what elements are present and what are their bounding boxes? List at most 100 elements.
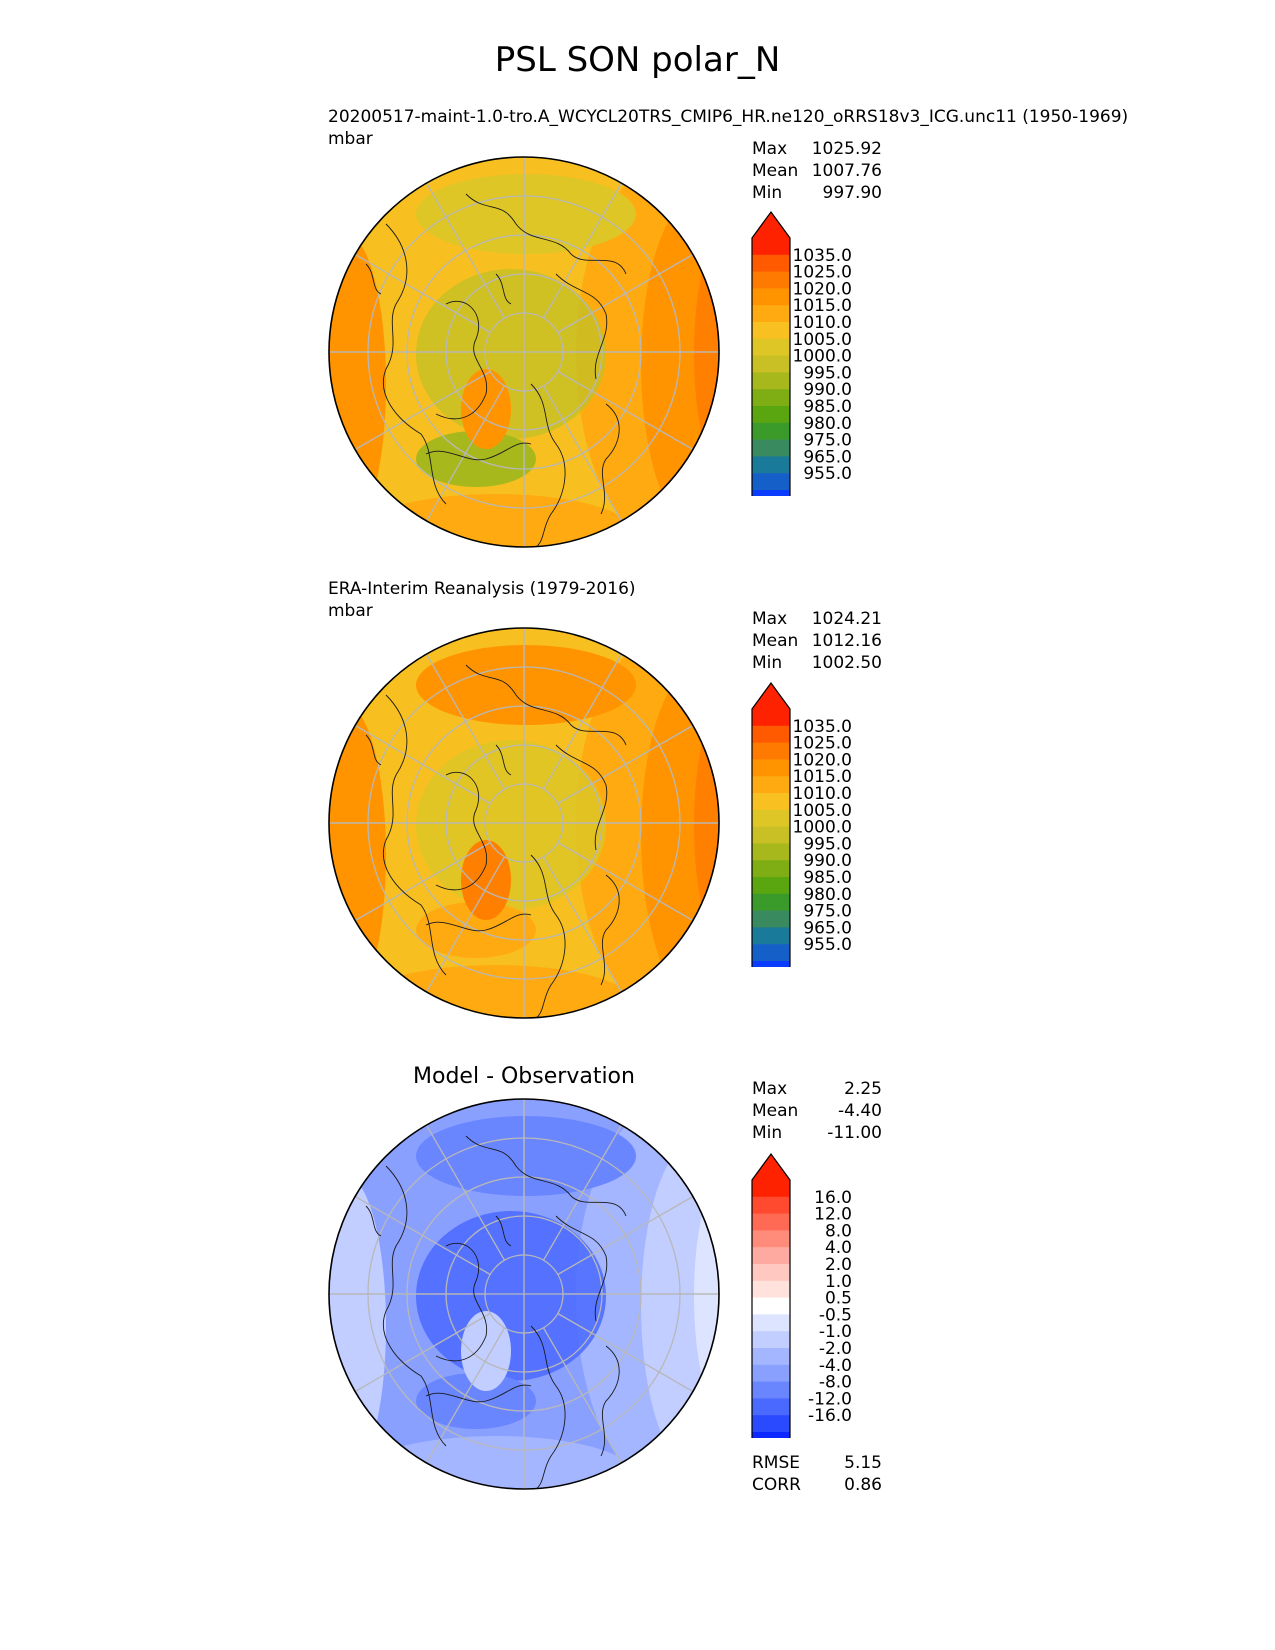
diff-min-value: -11.00	[827, 1123, 882, 1143]
colorbar-segment	[752, 793, 790, 811]
coastline	[495, 1215, 512, 1247]
colorbar-tick-label: -12.0	[808, 1389, 852, 1409]
field-region	[329, 1176, 386, 1476]
colorbar-tick-label: 1000.0	[793, 818, 852, 838]
colorbar-extend-max	[752, 212, 790, 238]
coastline	[435, 1243, 488, 1362]
coastline	[465, 193, 627, 275]
colorbar-segment	[752, 389, 790, 407]
colorbar-tick-label: 1035.0	[793, 717, 852, 737]
colorbar-tick-label: 1000.0	[793, 347, 852, 367]
colorbar-segment	[752, 1247, 790, 1265]
longitude-line	[557, 841, 694, 922]
stat-label: Min	[752, 653, 783, 673]
longitude-line	[557, 724, 694, 805]
colorbar-tick-label: 12.0	[814, 1205, 852, 1225]
colorbar-segment	[752, 1264, 790, 1282]
colorbar-tick-label: 985.0	[803, 868, 852, 888]
diff-title: Model - Observation	[413, 1064, 635, 1089]
coastline	[555, 273, 608, 380]
colorbar-tick-label: 1010.0	[793, 784, 852, 804]
colorbar-segment	[752, 826, 790, 844]
colorbar-segment	[752, 422, 790, 441]
colorbar-tick-label: 980.0	[803, 885, 852, 905]
colorbar-segment	[752, 1180, 790, 1198]
longitude-line	[425, 182, 506, 319]
model-stats: Max 1025.92 Mean 1007.76 Min 997.90	[752, 138, 882, 204]
colorbar-outline	[751, 210, 791, 496]
field-region	[356, 1436, 636, 1489]
colorbar-extend-max	[752, 683, 790, 709]
colorbar-segment	[752, 809, 790, 828]
stat-label: Max	[752, 139, 788, 159]
colorbar-segment	[752, 910, 790, 928]
map-boundary	[328, 1098, 720, 1490]
colorbar-tick-label: 975.0	[803, 431, 852, 451]
colorbar-segment	[752, 843, 790, 861]
colorbar-tick-label: 1020.0	[793, 750, 852, 770]
colorbar-tick-label: 1010.0	[793, 313, 852, 333]
colorbar-segment	[752, 473, 790, 491]
longitude-line	[425, 653, 506, 790]
colorbar-segment	[752, 338, 790, 357]
longitude-line	[425, 1124, 506, 1261]
colorbar-tick-label: 1015.0	[793, 296, 852, 316]
model-max-value: 1025.92	[811, 139, 882, 159]
coastline	[425, 442, 532, 461]
longitude-line	[542, 1327, 623, 1464]
longitude-line	[354, 370, 491, 451]
colorbar-segment	[752, 860, 790, 878]
obs-caption: ERA-Interim Reanalysis (1979-2016)	[328, 579, 636, 599]
longitude-line	[425, 856, 506, 993]
colorbar-segment	[752, 254, 790, 273]
longitude-line	[354, 724, 491, 805]
colorbar-segment	[752, 238, 790, 256]
colorbar-tick-label: 975.0	[803, 902, 852, 922]
coastline	[530, 1325, 566, 1489]
longitude-line	[557, 370, 694, 451]
coastline	[600, 874, 620, 986]
colorbar-segment	[752, 759, 790, 777]
figure-title: PSL SON polar_N	[494, 40, 781, 80]
coastline	[495, 744, 512, 776]
coastline	[365, 263, 382, 295]
colorbar-tick-label: 4.0	[825, 1238, 852, 1258]
coastline	[600, 1345, 620, 1457]
stat-label: Mean	[752, 161, 799, 181]
colorbar-segment	[752, 1331, 790, 1349]
colorbar-segment	[752, 1432, 790, 1438]
colorbar-tick-label: -4.0	[819, 1356, 852, 1376]
coastline	[435, 301, 488, 420]
stat-label: CORR	[752, 1475, 801, 1495]
model-mean-value: 1007.76	[811, 161, 882, 181]
diff-mean-value: -4.40	[838, 1101, 882, 1121]
colorbar-segment	[752, 709, 790, 727]
diff-extra-stats: RMSE 5.15 CORR 0.86	[752, 1452, 882, 1496]
field-region	[356, 494, 636, 547]
longitude-line	[557, 1195, 694, 1276]
obs-polar-map	[328, 627, 720, 1019]
colorbar-tick-label: 1025.0	[793, 263, 852, 283]
longitude-line	[425, 385, 506, 522]
colorbar-tick-label: 1005.0	[793, 801, 852, 821]
diff-stats: Max 2.25 Mean -4.40 Min -11.00	[752, 1078, 882, 1144]
colorbar-tick-label: 8.0	[825, 1221, 852, 1241]
colorbar-tick-label: 1025.0	[793, 734, 852, 754]
coastline	[530, 383, 566, 547]
colorbar-segment	[752, 877, 790, 895]
colorbar-segment	[752, 1415, 790, 1433]
colorbar-tick-label: -1.0	[819, 1322, 852, 1342]
colorbar-tick-label: 990.0	[803, 851, 852, 871]
field-region	[329, 234, 386, 534]
colorbar-segment	[752, 355, 790, 373]
obs-colorbar: 1035.01025.01020.01015.01010.01005.01000…	[751, 681, 852, 967]
model-colorbar: 1035.01025.01020.01015.01010.01005.01000…	[751, 210, 852, 496]
rmse-value: 5.15	[844, 1453, 882, 1473]
colorbar-segment	[752, 1398, 790, 1416]
colorbar-segment	[752, 322, 790, 340]
field-region	[356, 965, 636, 1018]
colorbar-outline	[751, 681, 791, 967]
colorbar-tick-label: 955.0	[803, 935, 852, 955]
coastline	[365, 1205, 382, 1237]
field-region	[329, 705, 386, 1005]
